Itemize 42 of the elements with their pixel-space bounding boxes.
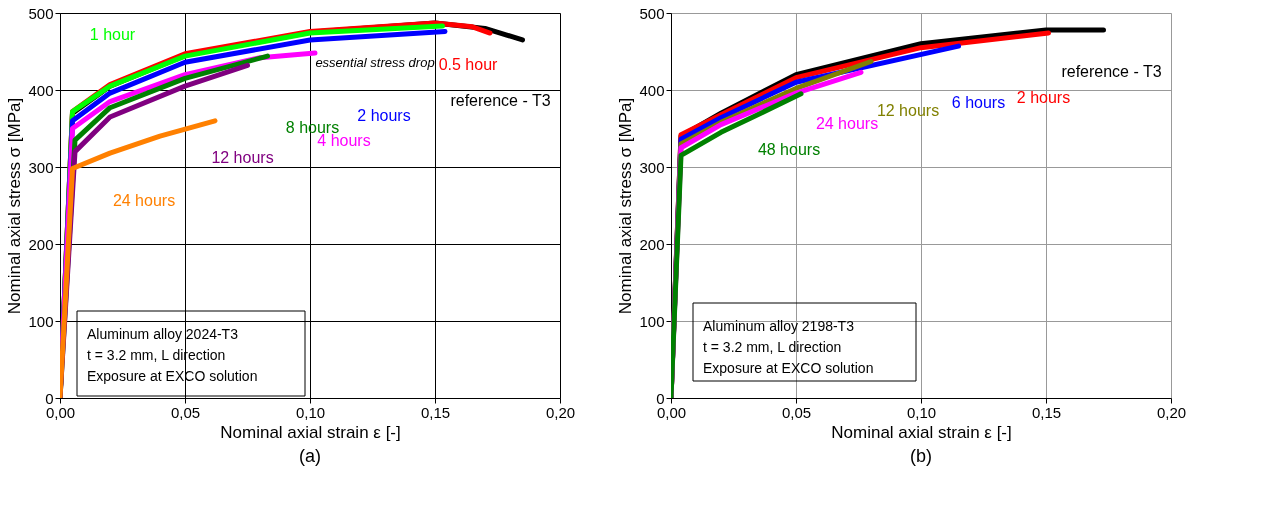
y-tick-label: 400 [639,81,665,99]
y-tick-label: 100 [639,312,665,330]
y-axis-title: Nominal axial stress σ [MPa] [616,97,636,315]
x-tick-label: 0,15 [1031,403,1062,421]
text: 12 hours [211,149,274,167]
annotation: t = 3.2 mm, L direction [703,339,842,355]
annotation: Exposure at EXCO solution [703,360,874,376]
text: reference - T3 [450,91,551,109]
x-axis-title: Nominal axial strain ε [-] [220,422,401,442]
annotation: Aluminum alloy 2024-T3 [87,326,239,342]
text: (b) [910,446,932,466]
text: 2 hours [1016,89,1071,107]
y-tick-label: 100 [28,312,54,330]
y-tick-label: 300 [639,158,665,176]
text: 6 hours [951,94,1006,112]
y-tick-label: 400 [28,81,54,99]
annotation: Aluminum alloy 2198-T3 [703,318,855,334]
x-tick-label: 0,05 [170,403,201,421]
y-tick-label: 200 [28,235,54,253]
text: reference - T3 [1061,62,1162,80]
text: 12 hours [876,101,940,119]
text: (a) [299,446,321,466]
x-tick-label: 0,20 [1156,403,1187,421]
y-axis-title: Nominal axial stress σ [MPa] [5,97,25,315]
series-label: 1 hour [89,26,136,44]
series-label: 0.5 hour [438,56,499,74]
x-tick-label: 0,20 [545,403,576,421]
x-tick-label: 0,10 [906,403,937,421]
y-tick-label: 500 [28,4,54,22]
x-axis-title: Nominal axial strain ε [-] [831,422,1012,442]
x-tick-label: 0,15 [420,403,451,421]
text: 2 hours [357,107,411,125]
y-tick-label: 200 [639,235,665,253]
x-tick-label: 0,10 [295,403,326,421]
y-tick-label: 500 [639,4,665,22]
series-label: 24 hours [815,115,879,133]
text: 4 hours [317,132,371,150]
x-tick-label: 0,05 [781,403,812,421]
annotation: essential stress drop [315,55,435,70]
text: 24 hours [112,191,176,209]
series-label: 48 hours [757,140,821,158]
y-tick-label: 300 [28,158,54,176]
